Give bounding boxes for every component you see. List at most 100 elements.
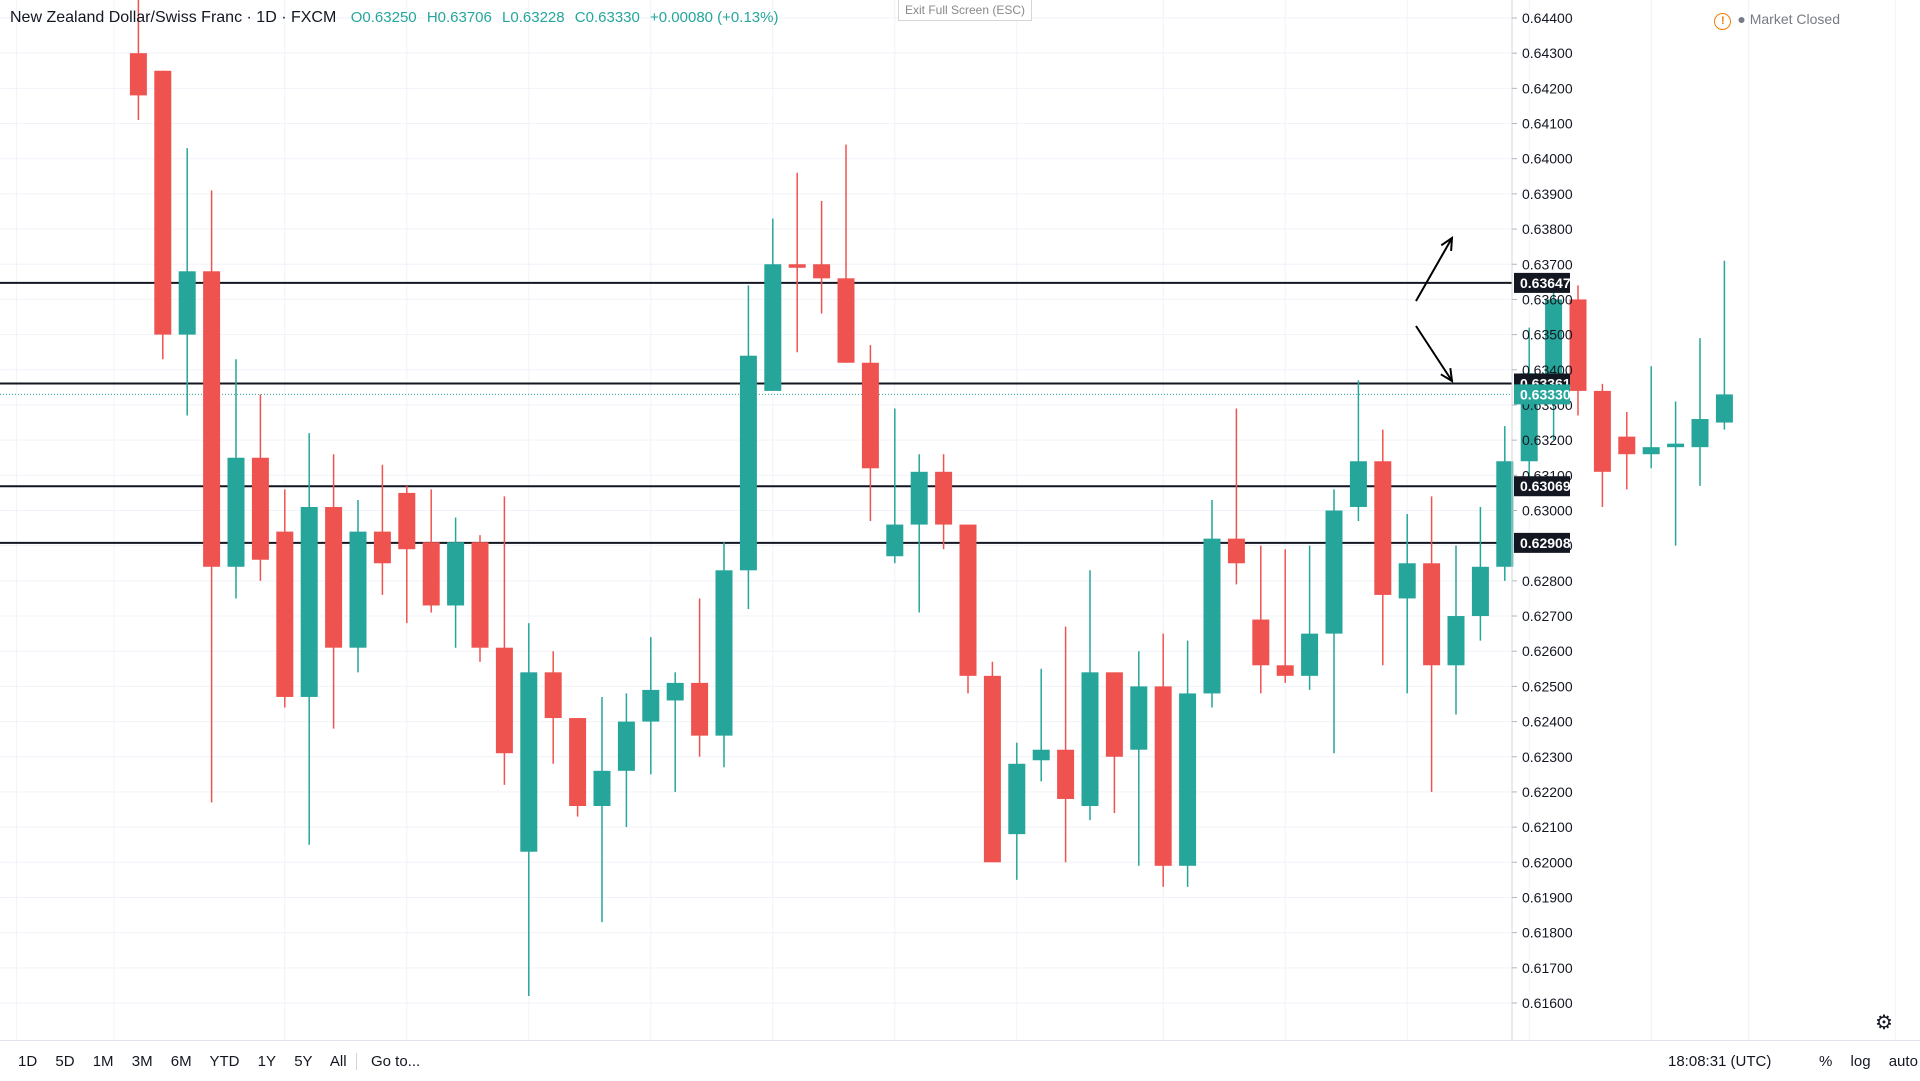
bottom-toolbar: 1D 5D 1M 3M 6M YTD 1Y 5Y All Go to... 18… xyxy=(0,1040,1920,1081)
symbol-title[interactable]: New Zealand Dollar/Swiss Franc · 1D · FX… xyxy=(10,9,337,26)
candle-body xyxy=(983,675,1001,863)
market-status-label: Market Closed xyxy=(1749,11,1840,27)
market-status-dot: ● xyxy=(1737,11,1750,27)
market-status[interactable]: ! ● Market Closed xyxy=(1714,11,1840,30)
candle-body xyxy=(1398,563,1416,599)
candle xyxy=(1057,626,1075,863)
utc-clock[interactable]: 18:08:31 (UTC) xyxy=(1668,1053,1772,1070)
level-label-bg xyxy=(1514,532,1570,553)
candle-body xyxy=(1569,299,1587,391)
candle-body xyxy=(1349,461,1367,507)
open-value: O0.63250 xyxy=(350,9,417,26)
range-5y[interactable]: 5Y xyxy=(294,1053,313,1070)
candle-body xyxy=(886,524,904,557)
candle-body xyxy=(495,647,513,754)
range-3m[interactable]: 3M xyxy=(131,1053,153,1070)
warning-icon: ! xyxy=(1714,13,1732,30)
candle-body xyxy=(935,471,953,525)
candle xyxy=(203,190,221,803)
candle-body xyxy=(203,271,221,567)
last-price-label: 0.63330 xyxy=(1520,386,1571,402)
scale-options: % log auto xyxy=(1805,1053,1918,1070)
candle xyxy=(788,172,806,353)
candle xyxy=(1545,281,1563,441)
last-price-label-bg xyxy=(1514,384,1570,405)
candle-body xyxy=(739,355,757,571)
price-tick-label: 0.64100 xyxy=(1522,116,1573,132)
range-1y[interactable]: 1Y xyxy=(257,1053,277,1070)
exit-fullscreen-button[interactable]: Exit Full Screen (ESC) xyxy=(898,0,1032,21)
price-tick-label: 0.63800 xyxy=(1522,221,1573,237)
high-value: H0.63706 xyxy=(426,9,492,26)
candle-body xyxy=(1154,686,1172,866)
gear-icon[interactable]: ⚙ xyxy=(1875,1012,1893,1034)
candle xyxy=(764,218,782,391)
candle-body xyxy=(1496,461,1514,567)
candle xyxy=(959,524,977,694)
level-label: 0.63647 xyxy=(1520,275,1571,291)
range-1m[interactable]: 1M xyxy=(92,1053,114,1070)
price-tick-label: 0.62300 xyxy=(1522,749,1573,765)
price-tick-label: 0.63900 xyxy=(1522,186,1573,202)
candle-body xyxy=(617,721,635,771)
range-5d[interactable]: 5D xyxy=(55,1053,75,1070)
candle-body xyxy=(1057,749,1075,799)
change-value: +0.00080 (+0.13%) xyxy=(650,9,779,26)
level-label: 0.62908 xyxy=(1520,535,1571,551)
candle xyxy=(422,489,440,613)
candle xyxy=(1130,651,1148,866)
candle-body xyxy=(1423,563,1441,666)
range-6m[interactable]: 6M xyxy=(170,1053,192,1070)
candle xyxy=(1301,545,1319,690)
candle-body xyxy=(1642,447,1660,455)
candle-body xyxy=(471,542,489,648)
candle xyxy=(1325,489,1343,754)
candle-body xyxy=(569,718,587,806)
candle-body xyxy=(1715,394,1733,423)
candle xyxy=(569,718,587,817)
price-tick-label: 0.64400 xyxy=(1522,10,1573,26)
candle-body xyxy=(1008,763,1026,835)
candle-body xyxy=(1252,619,1270,666)
candle xyxy=(276,489,294,708)
candle-body xyxy=(251,457,269,560)
candle xyxy=(1447,545,1465,715)
candle xyxy=(1715,260,1733,430)
candle xyxy=(715,542,733,768)
candle xyxy=(642,637,660,775)
goto-button[interactable]: Go to... xyxy=(356,1053,420,1070)
range-1d[interactable]: 1D xyxy=(18,1053,38,1070)
candle xyxy=(935,454,953,550)
percent-toggle[interactable]: % xyxy=(1819,1053,1833,1070)
candle-body xyxy=(837,278,855,363)
candle xyxy=(1105,672,1123,814)
candle xyxy=(154,70,172,360)
range-ytd[interactable]: YTD xyxy=(209,1053,240,1070)
candle xyxy=(398,485,416,624)
price-tick-label: 0.64000 xyxy=(1522,151,1573,167)
candle-body xyxy=(1179,693,1197,866)
candle-body xyxy=(129,53,147,96)
log-toggle[interactable]: log xyxy=(1850,1053,1871,1070)
low-value: L0.63228 xyxy=(502,9,565,26)
candle xyxy=(1032,668,1050,782)
price-tick-label: 0.62600 xyxy=(1522,643,1573,659)
candle-body xyxy=(1227,538,1245,564)
price-tick-label: 0.61900 xyxy=(1522,889,1573,905)
price-tick-label: 0.62400 xyxy=(1522,714,1573,730)
price-tick-label: 0.63000 xyxy=(1522,503,1573,519)
candle-body xyxy=(154,70,172,335)
price-chart[interactable]: 0.64400 0.64300 0.64200 0.64100 0.64000 0.639… xyxy=(0,0,1920,1040)
auto-toggle[interactable]: auto xyxy=(1888,1053,1918,1070)
candle-body xyxy=(1081,672,1099,806)
candle-body xyxy=(861,362,879,469)
price-tick-label: 0.63600 xyxy=(1522,291,1573,307)
price-tick-label: 0.62000 xyxy=(1522,854,1573,870)
candle-body xyxy=(349,531,367,648)
candle xyxy=(1618,412,1636,490)
arrow-down-icon-head xyxy=(1440,367,1454,383)
range-all[interactable]: All xyxy=(329,1053,347,1070)
candle-body xyxy=(715,570,733,736)
candle xyxy=(691,598,709,757)
price-tick-label: 0.64200 xyxy=(1522,80,1573,96)
